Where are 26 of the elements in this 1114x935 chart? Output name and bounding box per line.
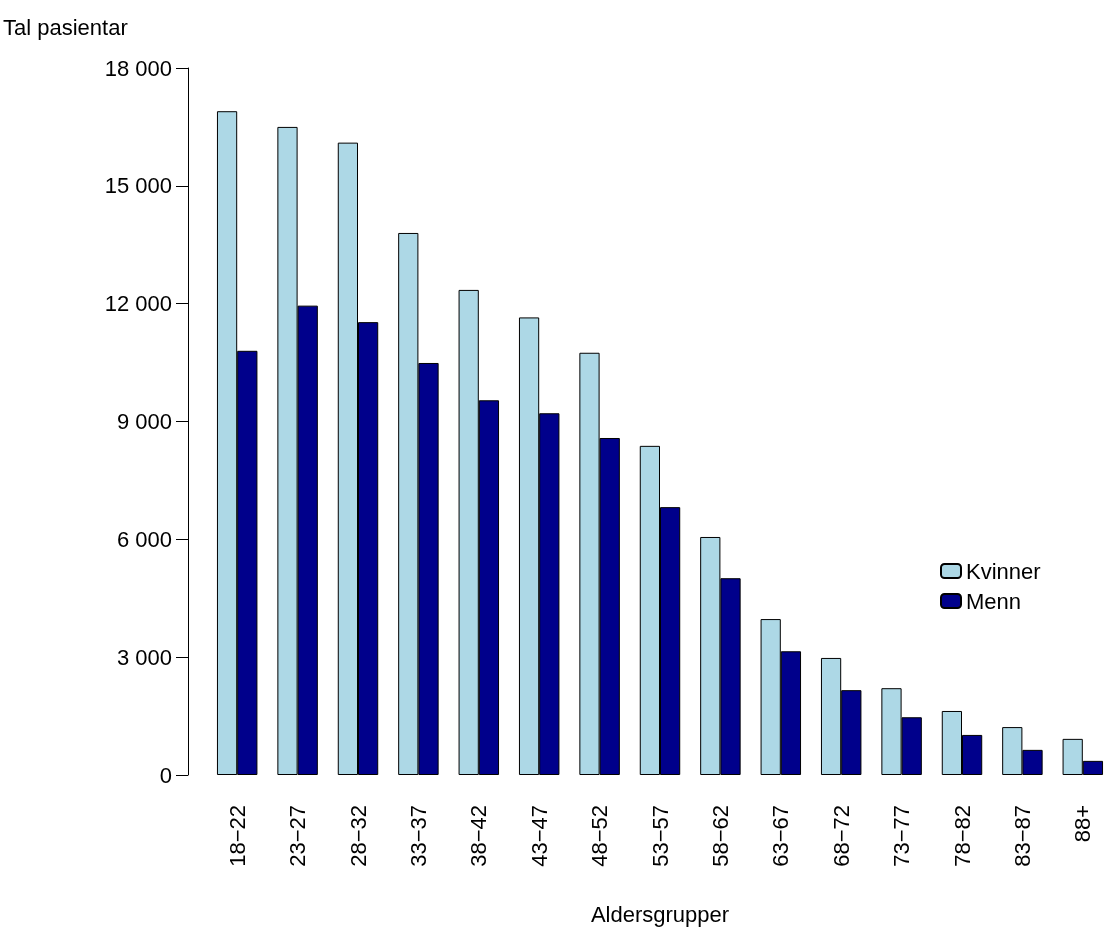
y-tick-label: 3 000 <box>116 644 172 670</box>
x-tick-label: 68−72 <box>828 805 854 867</box>
x-axis-title: Aldersgrupper <box>590 901 730 927</box>
x-tick-label: 63−67 <box>768 805 794 867</box>
x-tick-label: 38−42 <box>466 805 492 867</box>
x-tick-label: 18−22 <box>224 805 250 867</box>
x-tick-label: 33−37 <box>405 805 431 867</box>
y-axis-title: Tal pasientar <box>3 14 128 40</box>
legend-label: Kvinner <box>966 558 1041 584</box>
x-tick-label: 23−27 <box>285 805 311 867</box>
x-tick-label: 78−82 <box>949 805 975 867</box>
x-tick-label: 73−77 <box>889 805 915 867</box>
x-tick-label: 58−62 <box>707 805 733 867</box>
y-tick-label: 12 000 <box>104 291 172 317</box>
x-tick-label: 48−52 <box>587 805 613 867</box>
y-tick-label: 15 000 <box>104 173 172 199</box>
x-tick-label: 53−57 <box>647 805 673 867</box>
x-tick-label: 83−87 <box>1009 805 1035 867</box>
y-tick-label: 18 000 <box>104 55 172 81</box>
legend-label: Menn <box>966 588 1022 614</box>
x-tick-label: 43−47 <box>526 805 552 867</box>
y-tick-label: 6 000 <box>116 526 172 552</box>
x-tick-label: 88+ <box>1070 805 1096 843</box>
x-tick-label: 28−32 <box>345 805 371 867</box>
y-tick-label: 0 <box>159 762 172 788</box>
y-tick-label: 9 000 <box>116 409 172 434</box>
